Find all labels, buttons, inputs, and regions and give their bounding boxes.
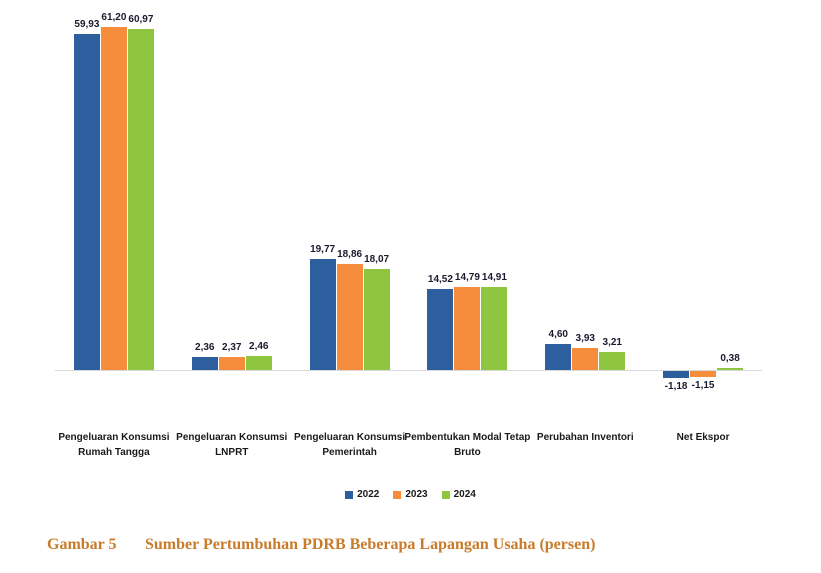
figure-caption: Gambar 5 Sumber Pertumbuhan PDRB Beberapa… <box>47 536 595 554</box>
bar-2022-category-5 <box>545 344 572 370</box>
bar-value-label: 2,37 <box>222 341 242 353</box>
bar-2022-category-2 <box>191 356 218 370</box>
bar-value-label: 14,79 <box>454 272 480 284</box>
bar-2022-category-6 <box>663 371 690 378</box>
bar-value-label: 3,93 <box>575 332 595 344</box>
bar-2024-category-3 <box>363 268 390 370</box>
x-axis-line <box>55 370 762 371</box>
legend-item-2022: 2022 <box>345 489 379 500</box>
bar-value-label: 59,93 <box>74 19 100 31</box>
category-label-4: Pembentukan Modal Tetap Bruto <box>404 432 531 458</box>
legend-swatch-2023 <box>393 490 402 499</box>
bar-value-label: -1,15 <box>691 380 715 392</box>
bar-value-label: 2,36 <box>195 341 215 353</box>
bar-2023-category-3 <box>336 264 363 370</box>
category-label-2: Pengeluaran Konsumsi LNPRT <box>176 432 288 458</box>
legend-item-2024: 2024 <box>441 489 476 500</box>
legend-swatch-2022 <box>345 490 354 499</box>
bar-value-label: 60,97 <box>128 13 154 25</box>
legend-item-2023: 2023 <box>393 489 428 500</box>
legend-label: 2023 <box>405 489 428 500</box>
bar-2024-category-6 <box>717 367 744 370</box>
bar-value-label: 14,52 <box>427 273 453 285</box>
category-label-1: Pengeluaran Konsumsi Rumah Tangga <box>58 432 170 458</box>
bar-2023-category-5 <box>572 347 599 370</box>
bar-2024-category-1 <box>127 28 154 370</box>
chart-legend: 2022 2023 2024 <box>0 489 821 500</box>
category-label-3: Pengeluaran Konsumsi Pemerintah <box>294 432 406 458</box>
bar-value-label: 19,77 <box>310 244 336 256</box>
bar-2022-category-4 <box>427 288 454 370</box>
legend-label: 2024 <box>453 489 476 500</box>
bar-2024-category-5 <box>599 352 626 370</box>
category-label-6: Net Ekspor <box>676 432 730 443</box>
figure-title: Sumber Pertumbuhan PDRB Beberapa Lapanga… <box>145 536 596 553</box>
bar-value-label: 4,60 <box>548 329 568 341</box>
bar-value-label: 18,86 <box>337 249 363 261</box>
bar-2023-category-4 <box>454 287 481 370</box>
bar-2023-category-6 <box>690 371 717 378</box>
bar-value-label: 0,38 <box>720 352 740 364</box>
legend-swatch-2024 <box>441 490 450 499</box>
bar-value-label: -1,18 <box>664 380 688 392</box>
bar-2024-category-2 <box>245 356 272 370</box>
category-label-5: Perubahan Inventori <box>536 432 634 443</box>
bar-2022-category-3 <box>309 259 336 370</box>
bar-value-label: 2,46 <box>249 341 269 353</box>
bar-value-label: 18,07 <box>364 253 390 265</box>
figure-number: Gambar 5 <box>47 536 117 553</box>
bar-2022-category-1 <box>73 34 100 370</box>
bar-value-label: 3,21 <box>602 337 622 349</box>
bar-2024-category-4 <box>481 286 508 370</box>
bar-value-label: 14,91 <box>481 271 507 283</box>
bar-2023-category-2 <box>218 356 245 370</box>
bar-2023-category-1 <box>100 27 127 370</box>
bar-value-label: 61,20 <box>101 12 127 24</box>
legend-label: 2022 <box>357 489 380 500</box>
